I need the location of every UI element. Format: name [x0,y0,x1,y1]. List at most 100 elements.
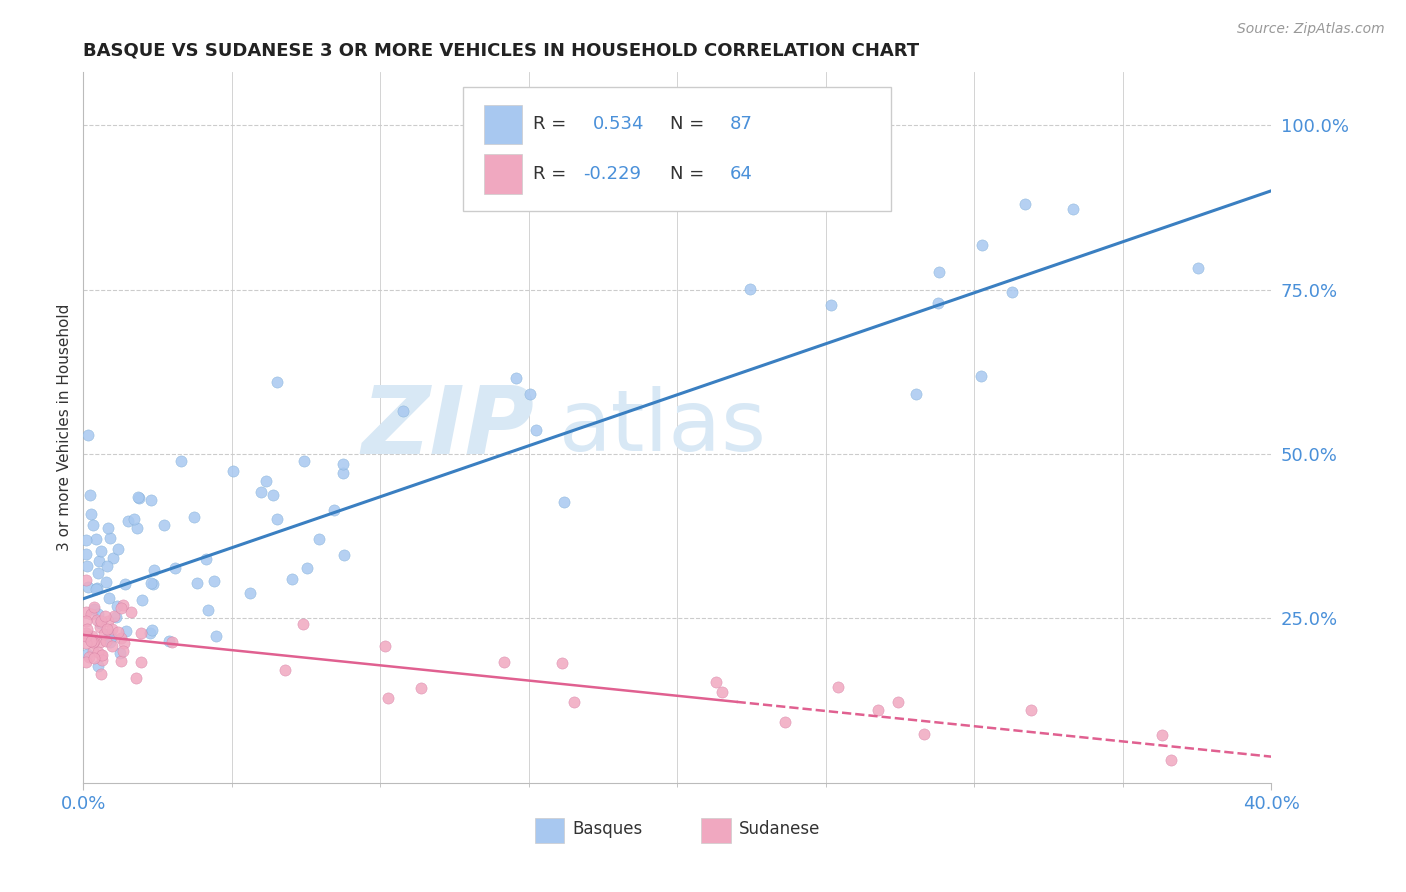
Point [139,493,162,508]
Point [75,614,97,628]
Bar [702,819,731,843]
Point [75,573,97,587]
Point [87,607,110,621]
Point [97,614,120,628]
Point [105,599,128,614]
Point [904,387,927,401]
Text: ZIP: ZIP [361,382,534,474]
Point [773,714,796,729]
Point [153,518,176,533]
Point [194,551,217,566]
Point [90,648,112,662]
Point [163,561,186,575]
Point [160,635,183,649]
Point [97,591,120,605]
Point [75,636,97,650]
Point [83,602,105,616]
Point [110,632,132,646]
Point [80,607,103,622]
Point [1014,196,1036,211]
Y-axis label: 3 or more Vehicles in Household: 3 or more Vehicles in Household [58,304,72,551]
Point [87,659,110,673]
Point [1021,703,1043,717]
Point [117,514,139,528]
Point [75,547,97,561]
Point [89,620,111,634]
Point [377,691,399,706]
Text: BASQUE VS SUDANESE 3 OR MORE VEHICLES IN HOUSEHOLD CORRELATION CHART: BASQUE VS SUDANESE 3 OR MORE VEHICLES IN… [83,42,920,60]
Point [706,674,728,689]
Point [75,628,97,642]
Point [524,423,547,437]
Point [89,616,111,631]
Point [139,625,162,640]
Point [970,368,993,383]
Point [93,627,115,641]
Point [75,533,97,547]
Text: N =: N = [671,115,710,133]
Point [94,575,117,590]
Text: Basques: Basques [572,820,643,838]
Point [80,629,103,643]
Point [280,572,302,586]
Point [519,386,541,401]
Point [112,636,135,650]
Point [141,623,163,637]
Point [391,403,413,417]
Point [111,644,134,658]
Point [107,542,129,557]
Point [866,703,889,717]
Point [75,605,97,619]
Point [101,640,124,654]
Point [221,463,243,477]
Point [96,633,118,648]
Point [254,475,277,489]
Point [76,647,98,661]
Point [82,517,104,532]
Point [98,531,121,545]
Point [89,635,111,649]
Point [1001,285,1024,299]
Point [98,635,121,649]
Point [122,512,145,526]
Point [887,695,910,709]
Point [292,454,315,468]
Point [87,645,110,659]
Point [274,664,297,678]
Bar [534,819,564,843]
Point [262,488,284,502]
Point [108,646,131,660]
Point [292,616,315,631]
Text: -0.229: -0.229 [583,165,641,183]
Point [110,654,132,668]
Point [114,576,136,591]
Point [409,681,432,696]
Point [101,623,124,637]
Point [90,614,112,628]
Point [711,685,734,699]
FancyBboxPatch shape [464,87,891,211]
Point [322,502,344,516]
Point [186,575,208,590]
Point [333,548,356,562]
Point [97,627,120,641]
Point [110,601,132,615]
Point [93,609,115,624]
Point [77,650,100,665]
Point [77,580,100,594]
Point [308,533,330,547]
Point [100,630,122,644]
Point [131,626,153,640]
Point [1187,260,1209,275]
Point [80,634,103,648]
Point [170,454,193,468]
Point [125,521,148,535]
Point [738,282,761,296]
Point [75,625,97,640]
Text: Source: ZipAtlas.com: Source: ZipAtlas.com [1237,22,1385,37]
Point [83,600,105,615]
Point [107,625,129,640]
Point [1160,753,1182,767]
Point [101,550,124,565]
Text: Sudanese: Sudanese [740,820,820,838]
